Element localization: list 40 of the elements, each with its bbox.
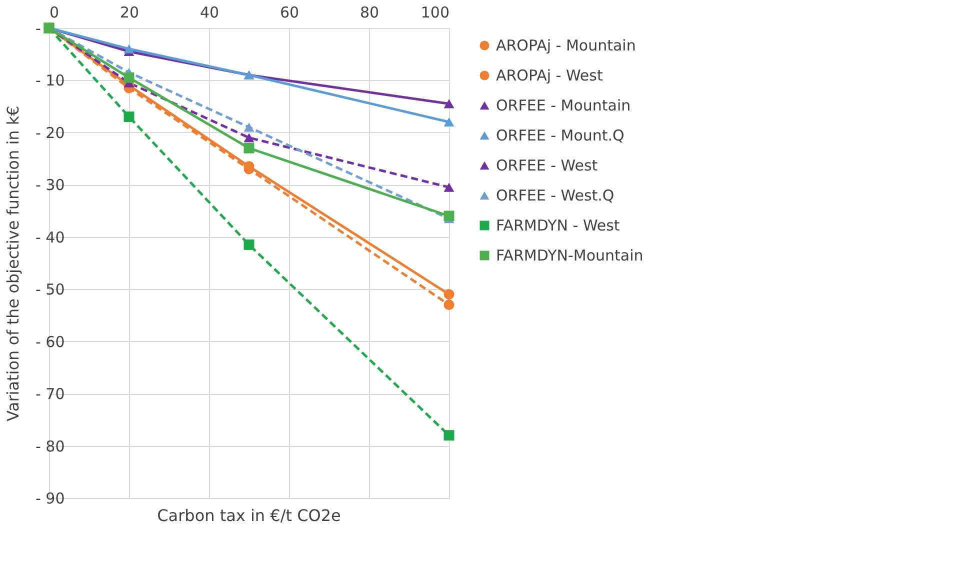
y-tick-label: - 60 — [36, 332, 65, 351]
legend-label: FARMDYN-Mountain — [496, 246, 644, 264]
y-tick-label: - 30 — [36, 176, 65, 194]
point — [444, 300, 454, 310]
point — [244, 142, 254, 154]
point — [444, 117, 454, 127]
legend-label: AROPAj - West — [496, 66, 603, 84]
legend-label: ORFEE - West — [496, 156, 598, 174]
y-tick-label: - 10 — [36, 72, 65, 90]
point — [444, 99, 454, 108]
x-tick-label: 0 — [50, 4, 60, 22]
y-tick-label: - — [36, 20, 41, 38]
y-tick-label: - 50 — [36, 280, 65, 299]
x-tick-label: 60 — [280, 4, 300, 22]
x-tick-label: 40 — [200, 4, 220, 22]
y-axis-title: Variation of the objective function in k€ — [4, 106, 22, 422]
y-tick-label: - 90 — [36, 490, 65, 508]
y-tick-label: - 70 — [36, 385, 65, 404]
y-tick-label: - 40 — [36, 228, 65, 246]
y-tick-label: - 20 — [36, 124, 65, 142]
legend-label: ORFEE - Mountain — [496, 96, 631, 114]
point — [444, 430, 454, 441]
point — [444, 182, 454, 192]
point — [124, 44, 134, 54]
legend-label: FARMDYN - West — [496, 216, 620, 234]
point — [444, 289, 454, 300]
legend-label: AROPAj - Mountain — [496, 36, 636, 54]
point — [444, 210, 454, 222]
y-tick-label: - 80 — [36, 437, 65, 456]
legend-label: ORFEE - West.Q — [496, 186, 614, 204]
point — [124, 112, 134, 122]
point — [124, 72, 134, 83]
point — [244, 239, 254, 250]
point — [244, 133, 254, 142]
x-tick-label: 100 — [420, 4, 450, 22]
legend-label: ORFEE - Mount.Q — [496, 126, 624, 144]
x-tick-label: 80 — [360, 4, 380, 22]
x-tick-label: 20 — [120, 4, 140, 22]
x-axis-title: Carbon tax in €/t CO2e — [157, 506, 341, 525]
point — [244, 122, 254, 132]
